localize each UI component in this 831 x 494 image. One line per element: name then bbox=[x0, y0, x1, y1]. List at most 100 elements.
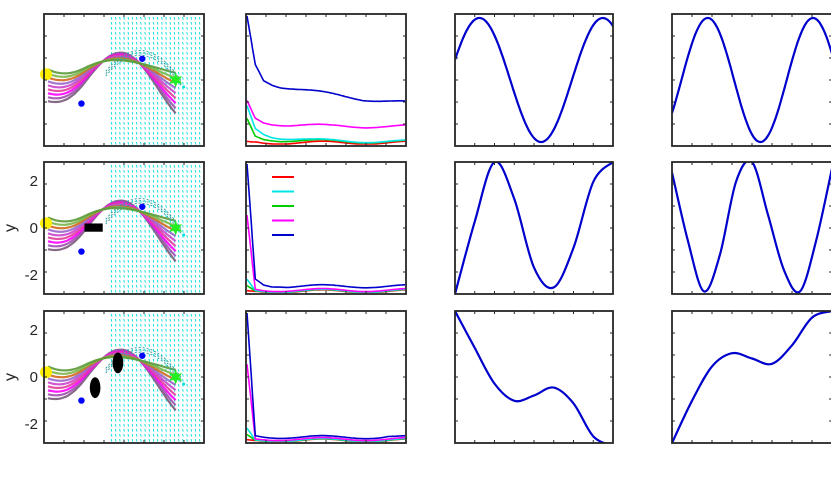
component-axes-frame bbox=[454, 161, 614, 295]
trajectory-line bbox=[47, 355, 176, 372]
vector-field-mark bbox=[182, 16, 184, 145]
component-panel bbox=[454, 310, 614, 444]
vector-field-mark bbox=[131, 16, 134, 145]
goal-star bbox=[169, 369, 183, 385]
trajectory-panel: 2 0 -2 bbox=[25, 161, 205, 295]
vector-field-mark bbox=[177, 16, 180, 145]
vector-field-mark bbox=[194, 164, 197, 293]
reference-curve bbox=[105, 202, 183, 235]
goal-marker-dot bbox=[182, 85, 186, 89]
vector-field-mark bbox=[140, 164, 142, 293]
reference-curve bbox=[105, 54, 183, 87]
start-point bbox=[40, 217, 52, 230]
vector-field-mark bbox=[114, 313, 117, 442]
vector-field-mark bbox=[144, 164, 146, 293]
start-point bbox=[40, 68, 52, 81]
cost-series-line bbox=[246, 312, 406, 440]
y-tick-label: -2 bbox=[25, 267, 38, 284]
component-axes-frame bbox=[671, 310, 831, 444]
vector-field-mark bbox=[148, 313, 151, 442]
vector-field-mark bbox=[119, 164, 121, 293]
cost-series-line bbox=[246, 105, 405, 144]
goal-star bbox=[169, 72, 183, 88]
vector-field-mark bbox=[123, 164, 125, 293]
vector-field-mark bbox=[182, 164, 184, 293]
trajectory-line bbox=[47, 206, 176, 223]
vector-field-mark bbox=[194, 313, 197, 442]
component-panel bbox=[671, 13, 831, 147]
via-point bbox=[78, 100, 85, 107]
vector-field-mark bbox=[198, 313, 201, 442]
cost-panel bbox=[245, 310, 407, 444]
vector-field-mark bbox=[135, 164, 138, 293]
via-point bbox=[139, 352, 146, 359]
vector-field-mark bbox=[131, 164, 134, 293]
component-curve bbox=[455, 162, 613, 294]
via-point bbox=[139, 55, 146, 62]
vector-field-mark bbox=[110, 164, 113, 293]
vector-field-mark bbox=[119, 16, 121, 145]
obstacle-rect bbox=[84, 223, 103, 232]
cost-panel bbox=[245, 161, 407, 295]
reference-curve bbox=[105, 52, 183, 85]
component-panel bbox=[454, 13, 614, 147]
goal-star bbox=[169, 220, 183, 236]
vector-field-mark bbox=[135, 313, 138, 442]
cost-series-line bbox=[246, 140, 405, 145]
vector-field-mark bbox=[148, 164, 151, 293]
vector-field-mark bbox=[144, 313, 146, 442]
component-axes-frame bbox=[454, 310, 614, 444]
vector-field-mark bbox=[177, 164, 180, 293]
trajectory-panel: 2 0 -2 bbox=[25, 310, 205, 444]
y-axis-label: y bbox=[2, 224, 19, 232]
trajectory-line bbox=[47, 58, 176, 75]
cost-series-line bbox=[246, 364, 406, 442]
component-panel bbox=[671, 161, 831, 295]
start-point bbox=[40, 366, 52, 379]
vector-field-mark bbox=[194, 16, 197, 145]
vector-field-mark bbox=[127, 313, 130, 442]
vector-field-mark bbox=[131, 313, 134, 442]
vector-field-mark bbox=[190, 313, 193, 442]
component-panel bbox=[671, 310, 831, 444]
obstacle-ellipse bbox=[112, 352, 124, 374]
cost-series-line bbox=[246, 215, 406, 293]
vector-field-mark bbox=[186, 164, 188, 293]
via-point bbox=[78, 397, 85, 404]
vector-field-mark bbox=[127, 16, 130, 145]
vector-field-mark bbox=[114, 16, 117, 145]
vector-field-mark bbox=[182, 313, 184, 442]
vector-field-mark bbox=[123, 16, 125, 145]
cost-series-line bbox=[246, 163, 405, 289]
vector-field-mark bbox=[123, 313, 125, 442]
component-curve bbox=[455, 311, 609, 443]
component-curve bbox=[672, 311, 831, 443]
via-point bbox=[78, 248, 85, 255]
y-tick-label: 2 bbox=[30, 173, 38, 190]
vector-field-mark bbox=[190, 164, 193, 293]
y-tick-label: 0 bbox=[30, 369, 38, 386]
vector-field-mark bbox=[198, 164, 201, 293]
cost-series-line bbox=[246, 100, 406, 129]
cost-panel bbox=[245, 13, 407, 147]
cost-axes-frame bbox=[245, 161, 407, 295]
via-point bbox=[139, 203, 146, 210]
reference-curve bbox=[105, 198, 183, 230]
vector-field-mark bbox=[177, 313, 180, 442]
vector-field-mark bbox=[144, 16, 146, 145]
goal-marker-dot bbox=[182, 233, 186, 237]
goal-marker-dot bbox=[182, 382, 186, 386]
component-curve bbox=[455, 16, 613, 144]
trajectory-panel bbox=[40, 13, 205, 147]
vector-field-mark bbox=[186, 16, 188, 145]
cost-axes-frame bbox=[245, 310, 407, 444]
vector-field-mark bbox=[114, 164, 117, 293]
y-tick-label: 0 bbox=[30, 220, 38, 237]
vector-field-mark bbox=[110, 313, 113, 442]
y-axis-label: y bbox=[2, 373, 19, 381]
vector-field-mark bbox=[119, 313, 121, 442]
vector-field-mark bbox=[190, 16, 193, 145]
component-curve bbox=[672, 162, 831, 294]
component-curve bbox=[672, 16, 831, 144]
